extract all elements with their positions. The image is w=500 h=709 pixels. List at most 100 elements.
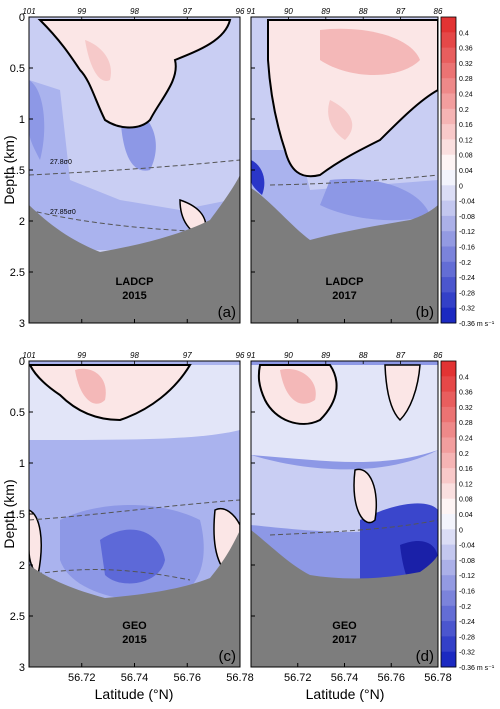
panel-c-neg-core xyxy=(100,529,165,584)
panel-c-seafloor xyxy=(29,530,240,667)
panel-b-pos-core xyxy=(320,28,420,75)
colorbar-tick-label: -0.36 m s⁻¹ xyxy=(459,665,495,672)
colorbar-bottom-segment xyxy=(441,605,456,622)
colorbar-bottom-segment xyxy=(441,376,456,393)
panel-b-neg-core xyxy=(320,179,430,221)
colorbar-bottom-segment xyxy=(441,452,456,469)
colorbar-top-segment xyxy=(441,231,456,247)
panel-d-pos-core xyxy=(280,369,316,404)
colorbar-tick-label: -0.2 xyxy=(459,260,471,267)
colorbar-tick-label: -0.28 xyxy=(459,290,475,297)
colorbar-tick-label: -0.12 xyxy=(459,573,475,580)
colorbar-tick-label: 0.4 xyxy=(459,374,469,381)
y-tick-label: 2.5 xyxy=(10,611,25,623)
y-tick-label: 2 xyxy=(19,216,25,228)
panel-c xyxy=(29,361,240,667)
y-tick-label: 1 xyxy=(19,458,25,470)
panel-a-pos-core xyxy=(85,40,111,81)
colorbar-tick-label: -0.32 xyxy=(459,306,475,313)
panel-a-neg-core-left xyxy=(29,80,45,160)
colorbar-top-segment xyxy=(441,108,456,125)
panel-c-year-label: 2015 xyxy=(122,634,146,646)
colorbar-tick-label: 0.12 xyxy=(459,481,473,488)
station-label: 89 xyxy=(321,7,330,16)
colorbar-tick-label: -0.24 xyxy=(459,275,475,282)
colorbar-top-frame xyxy=(440,16,457,324)
colorbar-tick-label: 0 xyxy=(459,183,463,190)
colorbar-bottom-segment xyxy=(441,559,456,576)
y-tick-label: 3 xyxy=(19,662,25,674)
colorbar-tick-label: 0.36 xyxy=(459,46,473,53)
colorbar-tick-label: 0.2 xyxy=(459,107,469,114)
colorbar-bottom-segment xyxy=(441,498,456,515)
colorbar-top-segment xyxy=(441,246,456,263)
colorbar-bottom-frame xyxy=(440,360,457,668)
y-tick-label: 2 xyxy=(19,560,25,572)
panel-d-isopycnal-1 xyxy=(269,519,438,536)
station-label: 101 xyxy=(22,351,35,360)
colorbar-tick-label: 0.36 xyxy=(459,390,473,397)
y-tick-label: 0.5 xyxy=(10,63,25,75)
y-tick-label: 0 xyxy=(19,356,25,368)
colorbar-bottom-segment xyxy=(441,621,456,637)
colorbar-tick-label: 0.2 xyxy=(459,451,469,458)
x-tick-label: 56.76 xyxy=(377,672,405,684)
colorbar-top-segment xyxy=(441,78,456,94)
x-tick-label: 56.72 xyxy=(284,672,312,684)
panel-b-year-label: 2017 xyxy=(332,290,356,302)
colorbar-bottom-segment xyxy=(441,361,456,377)
panel-b-isopycnal-1 xyxy=(269,174,438,186)
panel-a-tag: (a) xyxy=(218,304,236,321)
colorbar-tick-label: 0.28 xyxy=(459,76,473,83)
colorbar-bottom-segment xyxy=(441,391,456,408)
colorbar-top-segment xyxy=(441,139,456,156)
panel-c-tag: (c) xyxy=(219,648,237,665)
panel-d-year-label: 2017 xyxy=(332,634,356,646)
colorbar-top-segment xyxy=(441,32,456,49)
station-label: 99 xyxy=(77,351,86,360)
y-axis-label-top: Depth (km) xyxy=(1,135,17,204)
colorbar-top-segment xyxy=(441,47,456,64)
colorbar-top-segment xyxy=(441,292,456,309)
colorbar-tick-label: 0.04 xyxy=(459,168,473,175)
colorbar-top-segment xyxy=(441,154,456,171)
panel-b-pos-mid xyxy=(328,100,353,140)
colorbar-bottom-segment xyxy=(441,529,456,546)
colorbar-bottom-segment xyxy=(441,437,456,454)
panel-d-pos-right xyxy=(384,364,421,422)
colorbar-bottom-segment xyxy=(441,422,456,438)
y-tick-label: 0.5 xyxy=(10,407,25,419)
colorbar-tick-label: 0.32 xyxy=(459,405,473,412)
station-label: 90 xyxy=(284,351,293,360)
colorbar-bottom-segment xyxy=(441,575,456,591)
panel-d xyxy=(251,361,438,667)
axes-overlay: 0 0.5 1 1.5 2 2.5 3 101 99 98 97 96 LADCP 2015 (a) 91 90… xyxy=(10,7,495,684)
colorbar-tick-label: -0.36 m s⁻¹ xyxy=(459,321,495,328)
colorbar-tick-label: -0.12 xyxy=(459,229,475,236)
colorbar-tick-label: -0.04 xyxy=(459,199,475,206)
colorbar-bottom-segment xyxy=(441,636,456,653)
station-label: 96 xyxy=(236,351,245,360)
colorbar-tick-label: -0.16 xyxy=(459,589,475,596)
panel-a-isopycnal-label-2: 27.85σ0 xyxy=(50,209,76,216)
colorbar-tick-label: -0.2 xyxy=(459,604,471,611)
colorbar-bottom-segment xyxy=(441,406,456,423)
panel-d-method-label: GEO xyxy=(332,620,357,632)
station-label: 96 xyxy=(236,7,245,16)
colorbar-tick-label: -0.24 xyxy=(459,619,475,626)
panel-c-isopycnal-2 xyxy=(29,569,191,581)
x-axis-label-right: Latitude (°N) xyxy=(306,686,385,702)
colorbar-tick-label: 0.16 xyxy=(459,122,473,129)
panel-a-neg-band xyxy=(29,80,240,250)
colorbar-tick-label: 0.32 xyxy=(459,61,473,68)
station-label: 90 xyxy=(284,7,293,16)
station-label: 88 xyxy=(359,7,368,16)
colorbar-tick-label: 0.04 xyxy=(459,512,473,519)
y-tick-label: 1.5 xyxy=(10,509,25,521)
panel-b-neg-left-edge xyxy=(251,160,265,195)
colorbar-top-segment xyxy=(441,277,456,293)
panel-b-seafloor xyxy=(251,188,438,323)
colorbar-tick-label: 0.16 xyxy=(459,466,473,473)
colorbar-tick-label: 0.24 xyxy=(459,92,473,99)
